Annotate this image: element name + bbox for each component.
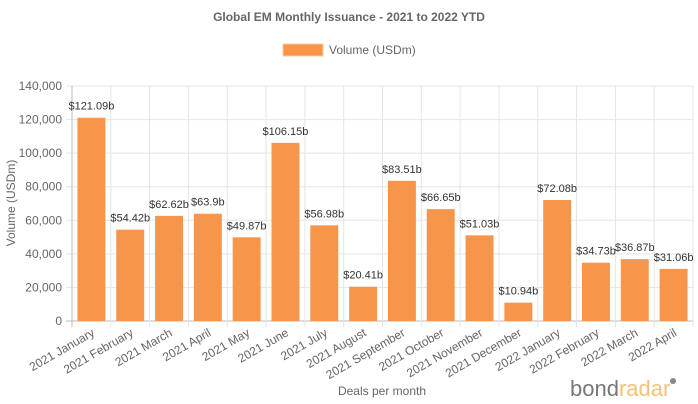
data-label: $31.06b	[654, 252, 694, 264]
bar-11	[504, 302, 533, 321]
y-tick-label: 100,000	[19, 146, 63, 160]
bar-15	[659, 268, 688, 321]
data-label: $62.62b	[149, 199, 189, 211]
legend-swatch	[282, 43, 324, 57]
bar-8	[387, 180, 416, 321]
bar-9	[426, 209, 455, 321]
svg-text:bondradar: bondradar	[570, 376, 670, 401]
bar-13	[581, 262, 610, 321]
bar-6	[310, 225, 339, 321]
bar-12	[543, 200, 572, 321]
y-tick-label: 40,000	[25, 247, 62, 261]
data-label: $66.65b	[421, 192, 461, 204]
data-label: $83.51b	[382, 164, 422, 176]
data-label: $56.98b	[304, 208, 344, 220]
data-label: $54.42b	[110, 213, 150, 225]
bar-3	[193, 213, 222, 321]
data-label: $34.73b	[576, 246, 616, 258]
y-tick-label: 120,000	[19, 113, 63, 127]
bar-2	[155, 215, 184, 321]
y-tick-label: 60,000	[25, 213, 62, 227]
chart-title: Global EM Monthly Issuance - 2021 to 202…	[213, 10, 485, 24]
data-label: $49.87b	[227, 220, 267, 232]
y-tick-label: 80,000	[25, 180, 62, 194]
data-label: $10.94b	[498, 286, 538, 298]
bar-5	[271, 142, 300, 321]
legend-label: Volume (USDm)	[329, 43, 416, 57]
data-label: $51.03b	[460, 218, 500, 230]
data-label: $72.08b	[537, 183, 577, 195]
y-tick-label: 140,000	[19, 79, 63, 93]
legend[interactable]: Volume (USDm)	[282, 43, 416, 57]
data-label: $36.87b	[615, 242, 655, 254]
x-axis-label: Deals per month	[338, 384, 426, 398]
y-tick-label: 0	[55, 314, 62, 328]
data-label: $20.41b	[343, 270, 383, 282]
bar-1	[116, 229, 145, 321]
y-axis-label: Volume (USDm)	[4, 160, 18, 247]
data-label: $63.9b	[191, 197, 225, 209]
bar-7	[349, 286, 378, 321]
data-label: $121.09b	[68, 101, 114, 113]
bondradar-logo: bondradar	[570, 376, 676, 401]
bar-4	[232, 237, 261, 321]
bar-10	[465, 235, 494, 321]
bar-0	[77, 117, 106, 321]
data-label: $106.15b	[263, 126, 309, 138]
bar-14	[620, 259, 649, 321]
y-tick-label: 20,000	[25, 280, 62, 294]
